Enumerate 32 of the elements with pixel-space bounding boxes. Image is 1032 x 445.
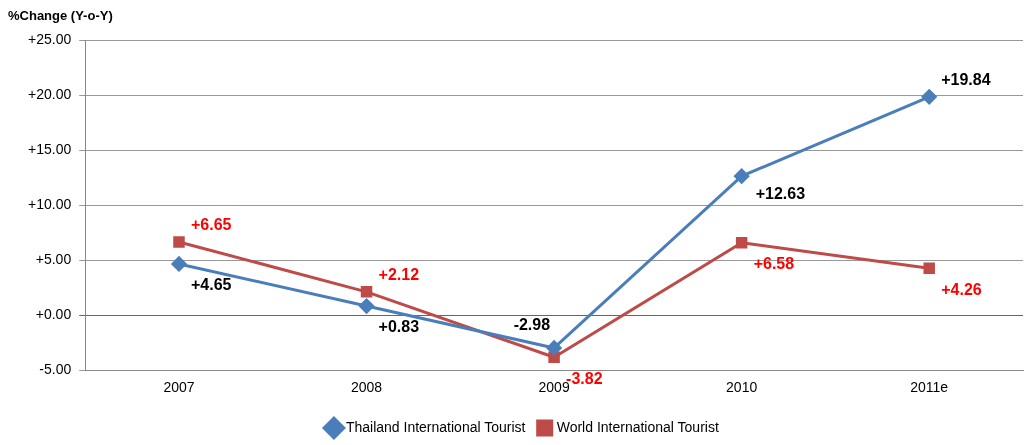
legend-label: Thailand International Tourist [345, 418, 526, 435]
data-label: +6.65 [190, 216, 232, 234]
x-tick-label: 2007 [163, 379, 195, 396]
point [734, 168, 750, 184]
x-tick-label: 2008 [350, 379, 383, 396]
point [359, 298, 375, 314]
data-label: +12.63 [755, 184, 806, 202]
y-tick-label: +0.00 [35, 306, 72, 323]
data-label: +0.83 [378, 318, 420, 336]
point [735, 237, 748, 249]
point [171, 256, 187, 272]
y-tick-label: +25.00 [27, 30, 72, 47]
y-tick-label: -5.00 [39, 361, 72, 378]
data-label: +19.84 [941, 71, 991, 89]
data-label: +6.58 [753, 255, 795, 273]
point [921, 89, 937, 105]
y-tick-label: +15.00 [27, 140, 72, 157]
y-axis-title: %Change (Y-o-Y) [8, 8, 113, 24]
y-tick-label: +20.00 [27, 85, 72, 102]
data-label: +4.26 [941, 280, 982, 298]
point [546, 340, 562, 356]
x-tick-label: 2010 [726, 379, 758, 396]
x-tick-label: 2011e [910, 379, 949, 396]
y-tick-label: +5.00 [35, 250, 72, 267]
point [923, 262, 935, 275]
data-label: +2.12 [378, 266, 420, 284]
point [360, 286, 373, 298]
legend-label: World International Tourist [556, 418, 719, 435]
point [173, 236, 185, 248]
y-tick-label: +10.00 [27, 195, 72, 212]
data-label: +4.65 [190, 276, 232, 294]
data-label: -2.98 [513, 316, 551, 334]
